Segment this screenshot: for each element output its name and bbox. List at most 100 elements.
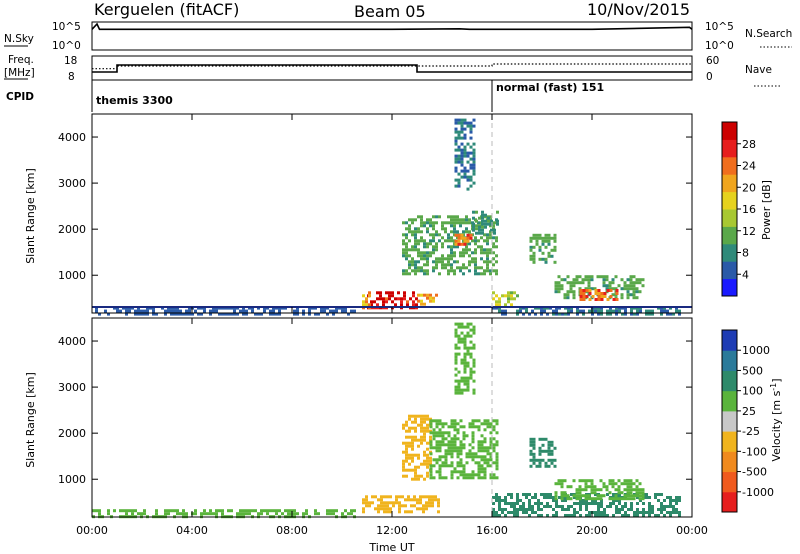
heatmap-cell-5 [209,309,212,313]
heatmap-cell-5 [152,309,155,313]
heatmap-cell-3 [501,294,504,298]
heatmap-cell-1 [423,435,426,439]
heatmap-cell-5 [578,497,582,501]
heatmap-cell-7 [248,512,251,516]
heatmap-cell-9 [454,154,458,158]
heatmap-cell-7 [155,512,158,516]
heatmap-cell-7 [341,512,344,516]
heatmap-cell-5 [185,309,188,313]
heatmap-cell-5 [578,485,582,489]
heatmap-cell-7 [131,512,134,516]
heatmap-cell-4 [532,440,536,444]
heatmap-cell-9 [472,181,476,185]
heatmap-cell-5 [620,482,624,486]
heatmap-cell-7 [215,512,218,516]
heatmap-cell-6 [466,334,470,338]
heatmap-cell-11 [626,284,630,288]
heatmap-cell-3 [507,291,510,295]
heatmap-cell-5 [308,309,311,313]
heatmap-cell-5 [635,485,639,489]
heatmap-cell-4 [591,312,594,316]
heatmap-cell-2 [471,440,475,444]
ytick-label: 3000 [58,177,86,190]
ytick-label: 2000 [58,427,86,440]
heatmap-cell-4 [532,455,536,459]
heatmap-cell-10 [553,245,557,249]
heatmap-cell-2 [480,467,484,471]
heatmap-cell-6 [472,343,476,347]
heatmap-cell-7 [293,509,296,513]
heatmap-cell-11 [605,284,609,288]
heatmap-cell-11 [575,281,579,285]
heatmap-cell-6 [469,322,473,326]
heatmap-cell-11 [566,293,570,297]
heatmap-cell-3 [552,508,555,511]
heatmap-cell-7 [92,509,95,513]
heatmap-cell-11 [632,275,636,279]
heatmap-cell-5 [194,309,197,313]
heatmap-cell-6 [459,266,462,270]
heatmap-cell-6 [444,221,447,225]
heatmap-cell-3 [636,508,639,511]
heatmap-cell-5 [233,306,236,310]
heatmap-cell-6 [454,379,458,383]
heatmap-cell-7 [275,509,278,513]
heatmap-cell-6 [414,263,417,267]
heatmap-cell-2 [453,419,457,423]
heatmap-cell-6 [420,251,423,255]
heatmap-cell-0 [368,501,371,505]
heatmap-cell-4 [525,306,528,310]
heatmap-cell-5 [239,309,242,313]
heatmap-cell-4 [525,309,528,313]
heatmap-cell-5 [347,312,350,316]
heatmap-cell-6 [474,269,477,273]
heatmap-cell-6 [441,224,444,228]
heatmap-cell-5 [182,312,185,316]
heatmap-cell-3 [591,502,594,505]
heatmap-cell-6 [463,346,467,350]
heatmap-cell-6 [457,340,461,344]
heatmap-cell-6 [432,245,435,249]
heatmap-cell-0 [365,495,368,499]
heatmap-cell-3 [555,514,558,517]
heatmap-cell-2 [450,437,454,441]
heatmap-cell-3 [534,496,537,499]
heatmap-cell-2 [459,464,463,468]
heatmap-cell-2 [489,476,493,480]
heatmap-cell-12 [585,295,589,298]
heatmap-cell-6 [469,355,473,359]
heatmap-cell-2 [483,428,487,432]
heatmap-cell-5 [593,488,597,492]
heatmap-cell-3 [642,514,645,517]
heatmap-cell-7 [167,512,170,516]
heatmap-cell-5 [188,306,191,310]
heatmap-cell-3 [600,499,603,502]
heatmap-cell-5 [611,482,615,486]
heatmap-cell-5 [302,312,305,316]
heatmap-cell-9 [454,142,458,146]
heatmap-cell-8 [475,231,478,235]
heatmap-cell-8 [472,225,475,229]
heatmap-cell-1 [429,417,432,421]
heatmap-cell-4 [615,309,618,313]
heatmap-cell-0 [401,495,404,499]
heatmap-cell-2 [465,473,469,477]
heatmap-cell-0 [389,495,392,499]
heatmap-cell-0 [379,291,382,295]
heatmap-cell-2 [423,302,426,306]
heatmap-cell-1 [368,303,371,307]
heatmap-cell-0 [373,300,376,304]
nsky-tick-top: 10^5 [52,21,81,33]
heatmap-cell-7 [203,509,206,513]
heatmap-cell-3 [636,502,639,505]
heatmap-cell-3 [573,514,576,517]
heatmap-cell-3 [510,294,513,298]
freq-label-line1: Freq. [8,54,34,66]
heatmap-cell-11 [587,287,591,291]
heatmap-cell-5 [212,309,215,313]
heatmap-cell-6 [447,257,450,261]
heatmap-cell-12 [579,292,583,295]
heatmap-cell-5 [275,312,278,316]
heatmap-cell-2 [450,455,454,459]
nsearch-label: N.Search [745,28,792,40]
